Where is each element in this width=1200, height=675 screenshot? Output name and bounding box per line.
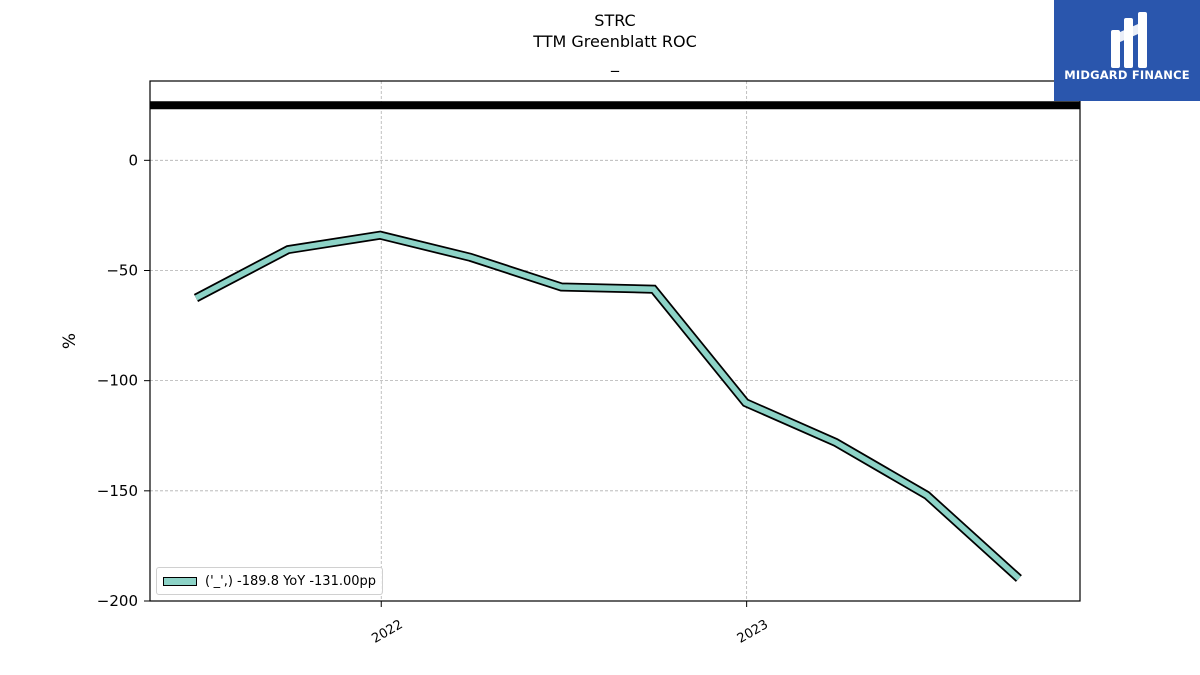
legend-label: ('_',) -189.8 YoY -131.00pp xyxy=(205,573,377,589)
y-axis-label: % xyxy=(60,333,80,349)
logo-mark-icon xyxy=(1054,0,1200,101)
x-axis: 2022 2023 xyxy=(369,601,771,647)
x-tick-label: 2023 xyxy=(735,617,771,647)
legend: ('_',) -189.8 YoY -131.00pp xyxy=(156,567,384,595)
logo-text: MIDGARD FINANCE xyxy=(1064,68,1190,82)
x-tick-label: 2022 xyxy=(369,617,405,647)
chart-title-block: STRC TTM Greenblatt ROC _ xyxy=(150,10,1080,73)
y-tick-label: −200 xyxy=(97,592,138,610)
chart-subtitle: TTM Greenblatt ROC xyxy=(533,32,697,51)
legend-swatch xyxy=(163,576,197,586)
grid-layer xyxy=(150,81,1080,602)
chart-title: STRC xyxy=(594,11,636,30)
chart-subtitle-secondary: _ xyxy=(611,53,619,72)
series-line xyxy=(194,232,1021,581)
y-tick-label: −150 xyxy=(97,482,138,500)
plot-frame xyxy=(149,80,1081,602)
y-axis: 0 −50 −100 −150 −200 xyxy=(97,151,150,610)
y-tick-label: −100 xyxy=(97,372,138,390)
midgard-finance-logo: MIDGARD FINANCE xyxy=(1054,0,1200,101)
y-tick-label: −50 xyxy=(106,261,138,279)
series-layer xyxy=(193,230,1022,582)
y-tick-label: 0 xyxy=(128,151,138,169)
